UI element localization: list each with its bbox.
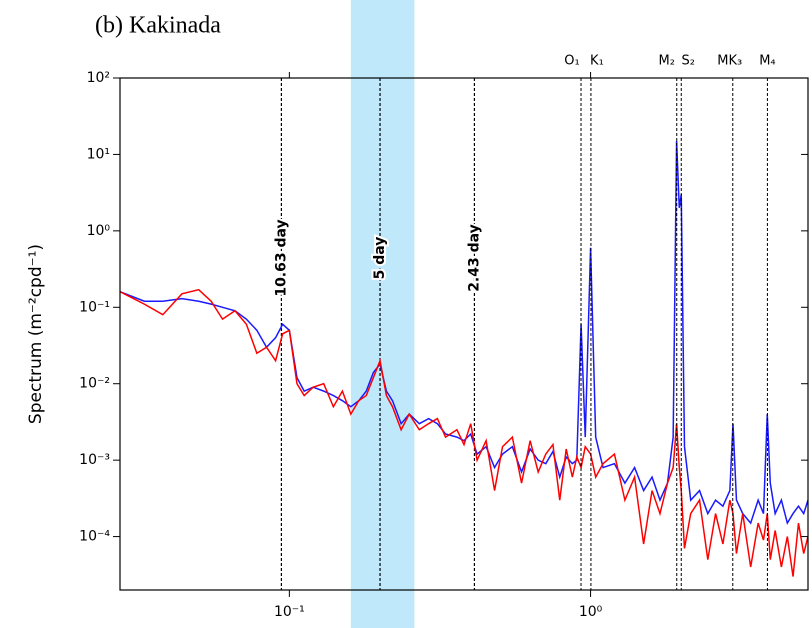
x-tick-label: 10⁻¹ <box>274 604 305 620</box>
plot-area <box>120 140 808 577</box>
tidal-label: S₂ <box>682 54 695 69</box>
plot-frame <box>119 77 809 591</box>
y-axis-label: Spectrum (m⁻²cpd⁻¹) <box>26 244 46 424</box>
tidal-label: K₁ <box>590 54 604 69</box>
y-tick-label: 10² <box>87 70 110 86</box>
series-line <box>120 288 808 577</box>
chart-title: (b) Kakinada <box>95 13 221 39</box>
tidal-label: MK₃ <box>717 54 742 69</box>
y-tick-label: 10⁻² <box>79 376 110 392</box>
y-tick-label: 10⁻⁴ <box>79 529 110 545</box>
y-tick-label: 10⁰ <box>87 223 111 239</box>
tidal-label: M₄ <box>759 54 775 69</box>
y-tick-label: 10⁻³ <box>79 452 110 468</box>
reference-label: 10.63 day <box>273 219 289 296</box>
x-tick-label: 10⁰ <box>579 604 603 620</box>
shaded-band <box>350 0 415 628</box>
y-tick-label: 10⁻¹ <box>79 299 110 315</box>
reference-label: 5 day <box>372 237 388 280</box>
tidal-label: M₂ <box>659 54 675 69</box>
y-tick-label: 10¹ <box>87 146 110 162</box>
tidal-label: O₁ <box>564 54 579 69</box>
series-line <box>120 140 808 526</box>
reference-label: 2.43 day <box>466 224 482 292</box>
